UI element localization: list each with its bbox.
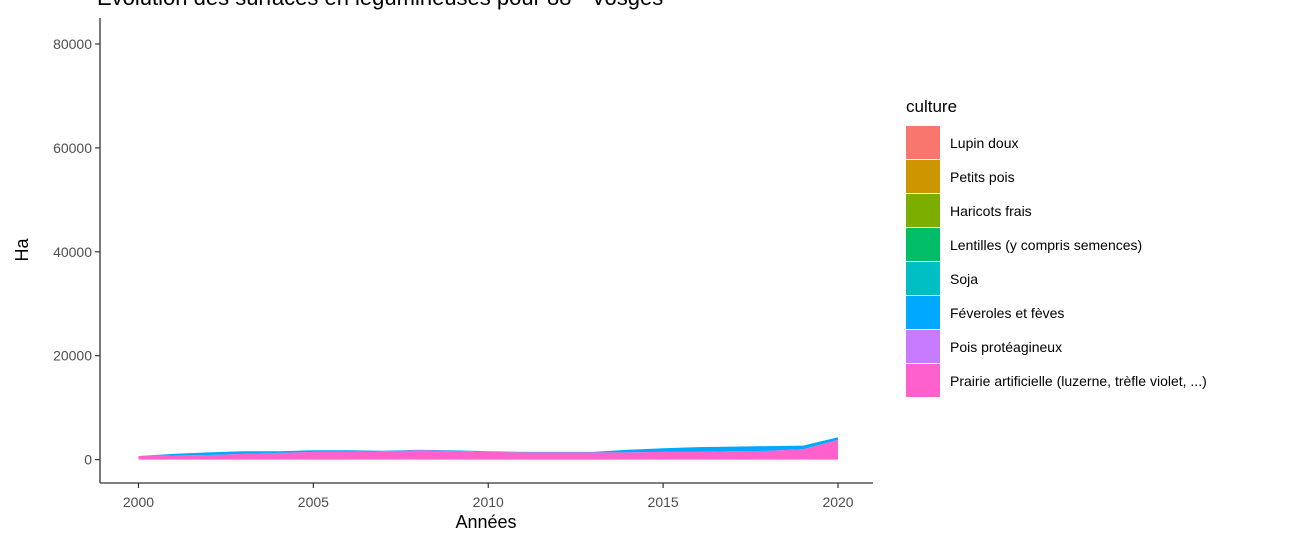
y-tick-label: 20000 (53, 348, 92, 364)
legend-label-prairie-artificielle-luzerne-trefle-violet: Prairie artificielle (luzerne, trèfle vi… (950, 373, 1207, 389)
legend-swatch-lentilles-y-compris-semences (906, 228, 940, 261)
legend-label-feveroles-et-feves: Féveroles et fèves (950, 305, 1064, 321)
area-prairie-artificielle-luzerne-trefle-violet (138, 439, 839, 460)
legend-label-pois-proteagineux: Pois protéagineux (950, 339, 1062, 355)
legend-label-soja: Soja (950, 271, 978, 287)
legend-swatch-pois-proteagineux (906, 330, 940, 363)
x-tick-label: 2020 (822, 494, 853, 510)
y-tick-label: 0 (84, 452, 92, 468)
y-tick-label: 40000 (53, 244, 92, 260)
legend-label-lentilles-y-compris-semences: Lentilles (y compris semences) (950, 237, 1142, 253)
legend-swatch-haricots-frais (906, 194, 940, 227)
x-tick-label: 2000 (123, 494, 154, 510)
legend-swatch-lupin-doux (906, 126, 940, 159)
legend-swatch-feveroles-et-feves (906, 296, 940, 329)
y-tick-label: 80000 (53, 36, 92, 52)
y-tick-label: 60000 (53, 140, 92, 156)
x-tick-label: 2015 (648, 494, 679, 510)
legend: Lupin doux Petits pois Haricots frais Lenti… (906, 126, 1207, 397)
legend-label-haricots-frais: Haricots frais (950, 203, 1032, 219)
legend-title: culture (906, 97, 957, 116)
y-axis-label: Ha (12, 238, 32, 262)
chart-title: Evolution des surfaces en légumineuses p… (97, 0, 663, 10)
x-axis-label: Années (455, 512, 516, 532)
legend-swatch-prairie-artificielle-luzerne-trefle-violet (906, 364, 940, 397)
x-tick-label: 2005 (298, 494, 329, 510)
legend-swatch-soja (906, 262, 940, 295)
x-tick-label: 2010 (473, 494, 504, 510)
legend-swatch-petits-pois (906, 160, 940, 193)
legend-label-petits-pois: Petits pois (950, 169, 1015, 185)
x-ticks: 2000 2005 2010 2015 2020 (123, 483, 854, 510)
legend-label-lupin-doux: Lupin doux (950, 135, 1019, 151)
plot-areas (138, 437, 839, 460)
y-ticks: 0 20000 40000 60000 80000 (53, 36, 100, 468)
area-feveroles-et-feves (138, 437, 839, 456)
